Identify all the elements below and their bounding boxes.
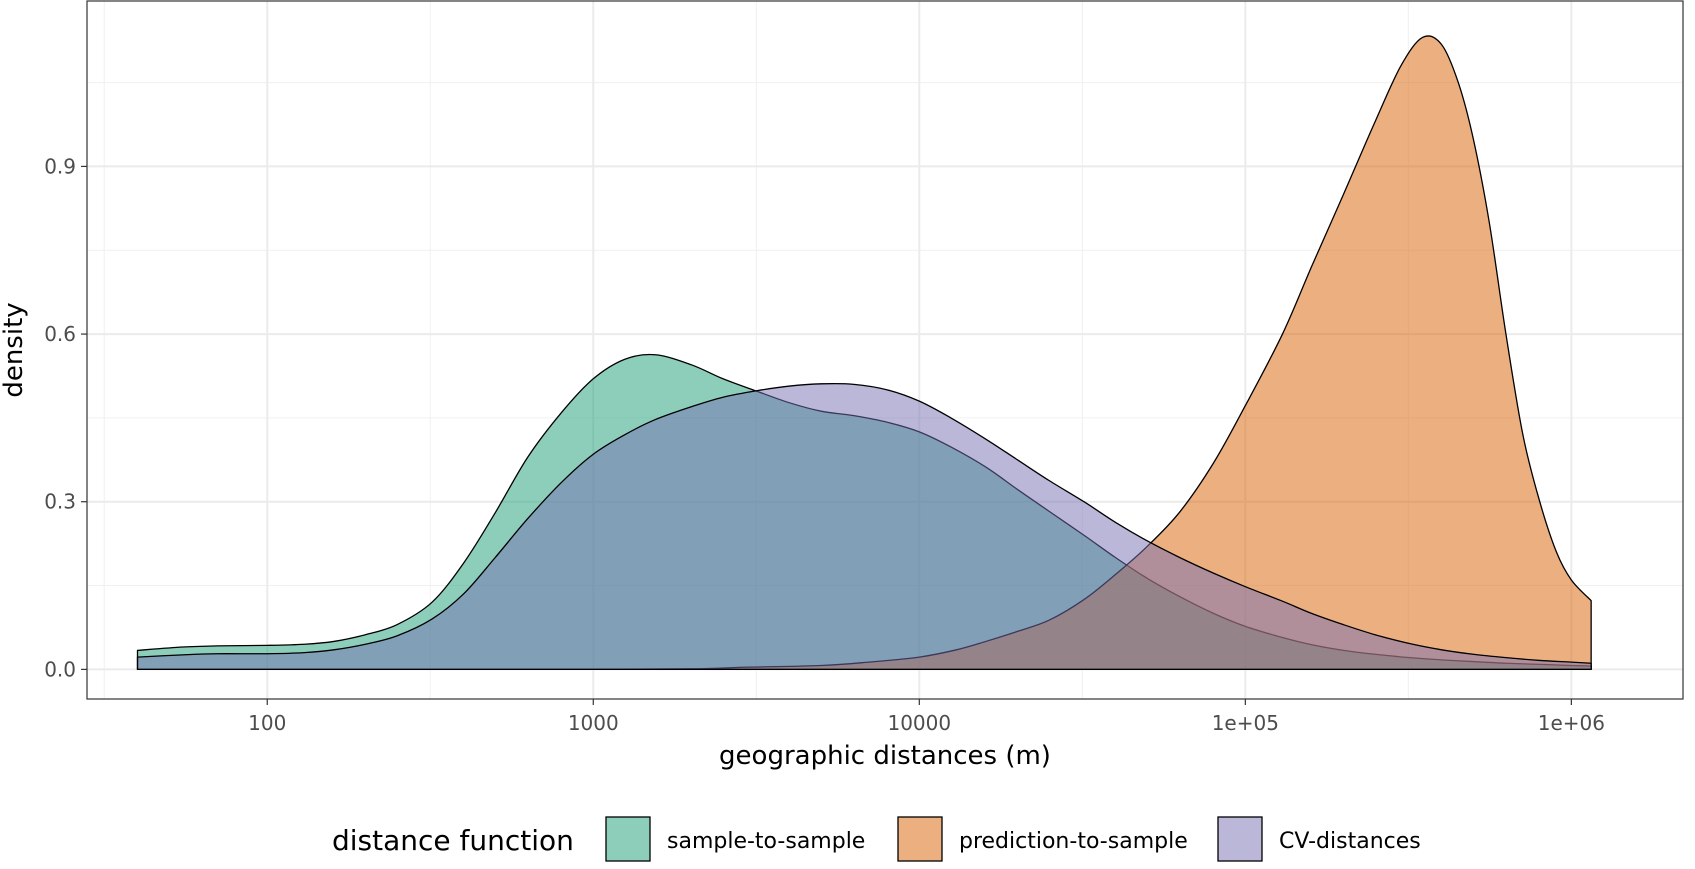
legend-label-sample-to-sample: sample-to-sample xyxy=(667,829,865,854)
x-axis-title: geographic distances (m) xyxy=(719,741,1051,771)
x-tick-label: 100 xyxy=(248,711,286,735)
y-tick-label: 0.9 xyxy=(44,154,76,178)
density-area-cv-distances xyxy=(136,382,1592,671)
x-tick-label: 1e+05 xyxy=(1212,711,1279,735)
density-areas xyxy=(136,35,1592,671)
legend-key-cv-distances xyxy=(1217,816,1263,862)
x-tick-label: 1e+06 xyxy=(1538,711,1605,735)
legend-key-prediction-to-sample xyxy=(897,816,943,862)
y-axis: 0.0 0.3 0.6 0.9 xyxy=(44,154,87,681)
panel-border xyxy=(86,0,1684,700)
legend-key-sample-to-sample xyxy=(605,816,651,862)
x-axis: 100 1000 10000 1e+05 1e+06 xyxy=(248,699,1605,735)
y-tick-label: 0.6 xyxy=(44,322,76,346)
legend-label-prediction-to-sample: prediction-to-sample xyxy=(959,829,1188,854)
legend-title: distance function xyxy=(332,824,574,857)
legend: distance function sample-to-sample predic… xyxy=(332,816,1421,862)
y-tick-label: 0.0 xyxy=(44,657,76,681)
x-tick-label: 1000 xyxy=(568,711,619,735)
y-tick-label: 0.3 xyxy=(44,490,76,514)
y-axis-title: density xyxy=(0,302,29,397)
legend-label-cv-distances: CV-distances xyxy=(1279,829,1421,854)
x-tick-label: 10000 xyxy=(887,711,951,735)
